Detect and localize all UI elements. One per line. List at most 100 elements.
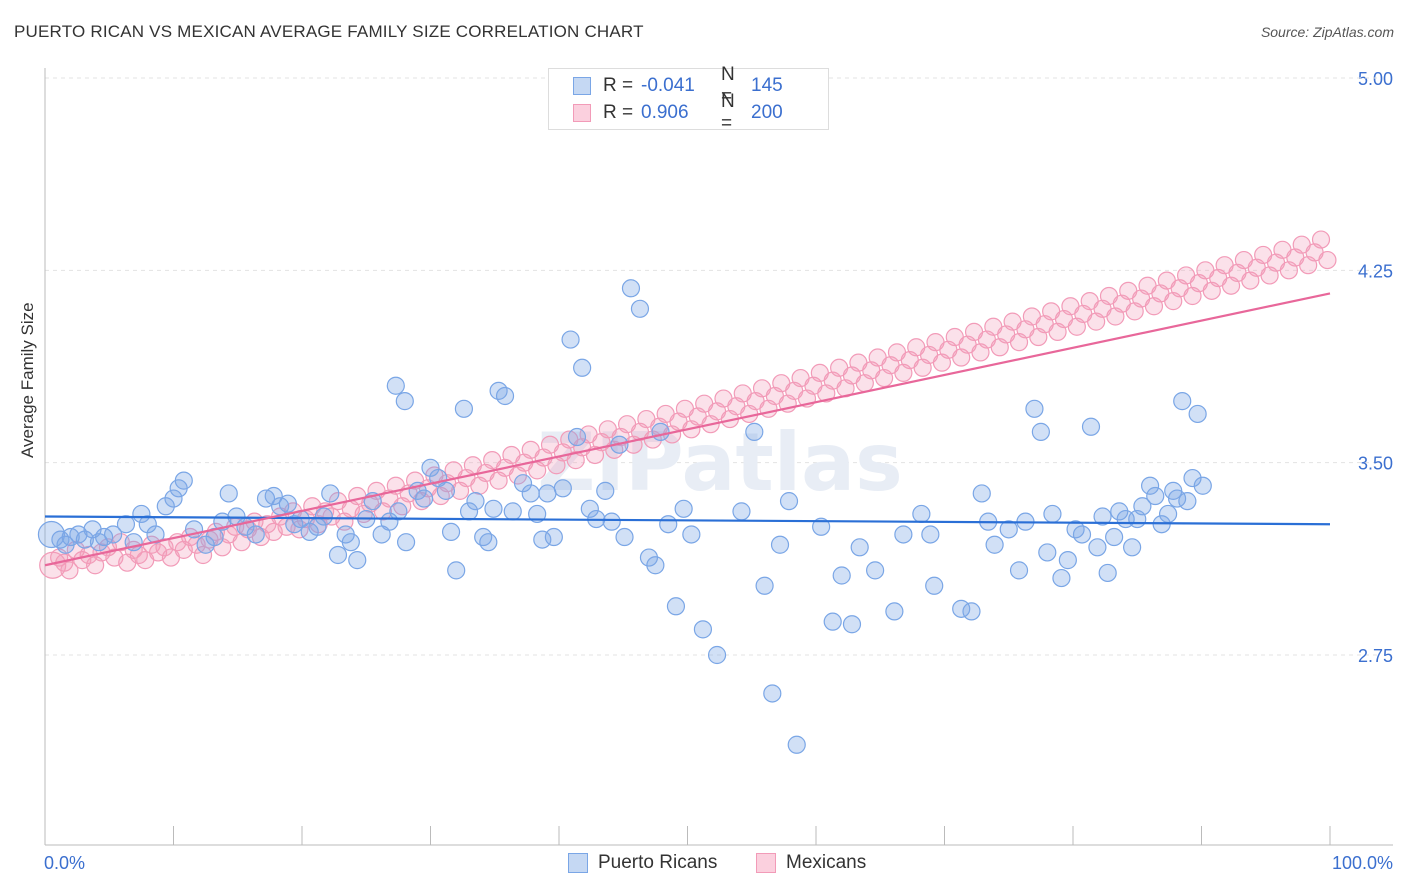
puerto-rican-point xyxy=(414,489,434,508)
puerto-rican-point xyxy=(544,527,563,547)
puerto-rican-point xyxy=(1025,399,1044,418)
legend-swatch-mexicans xyxy=(756,853,776,873)
puerto-rican-point xyxy=(1088,538,1107,557)
puerto-rican-point xyxy=(1058,551,1077,570)
legend-item-mexicans[interactable]: Mexicans xyxy=(756,852,866,874)
x-tick-label: 0.0% xyxy=(44,853,85,873)
puerto-rican-point xyxy=(479,533,498,552)
puerto-rican-point xyxy=(421,458,440,477)
puerto-rican-point xyxy=(732,502,751,521)
r-label: R = xyxy=(603,75,634,96)
puerto-rican-point xyxy=(104,525,123,544)
puerto-rican-point xyxy=(1072,525,1092,544)
puerto-rican-point xyxy=(1098,563,1117,583)
puerto-rican-point xyxy=(812,517,831,536)
puerto-rican-point xyxy=(474,527,493,547)
puerto-rican-point xyxy=(75,530,94,549)
puerto-rican-point xyxy=(832,566,851,585)
puerto-rican-point xyxy=(328,545,348,565)
puerto-rican-point xyxy=(842,615,862,634)
stats-row-mexicans: R = 0.906 N = 200 xyxy=(573,91,783,134)
puerto-rican-point xyxy=(763,684,782,703)
puerto-rican-point xyxy=(651,422,670,441)
puerto-rican-point xyxy=(484,499,503,518)
puerto-rican-point xyxy=(380,512,399,531)
puerto-rican-point xyxy=(553,479,572,498)
puerto-rican-point xyxy=(615,527,634,547)
puerto-rican-point xyxy=(972,484,991,503)
legend-swatch-puerto-ricans xyxy=(568,853,588,873)
puerto-rican-point xyxy=(682,525,701,544)
puerto-rican-point xyxy=(314,507,333,526)
puerto-rican-point xyxy=(602,512,621,531)
puerto-rican-point xyxy=(755,576,774,595)
series-legend: Puerto Ricans Mexicans xyxy=(0,852,1406,878)
puerto-rican-point xyxy=(674,499,693,518)
puerto-rican-point xyxy=(89,533,109,552)
puerto-rican-point xyxy=(348,551,367,570)
puerto-rican-point xyxy=(866,561,885,580)
puerto-rican-point xyxy=(567,427,587,447)
puerto-rican-point xyxy=(441,522,461,542)
puerto-rican-point xyxy=(538,484,557,503)
puerto-rican-point xyxy=(985,535,1004,554)
y-tick-label: 5.00 xyxy=(1358,69,1393,89)
legend-label: Mexicans xyxy=(786,852,867,873)
puerto-rican-point xyxy=(1158,504,1178,524)
legend-item-puerto-ricans[interactable]: Puerto Ricans xyxy=(568,852,717,874)
puerto-rican-point xyxy=(389,502,408,521)
puerto-rican-point xyxy=(341,533,360,552)
n-value: 145 xyxy=(751,75,783,96)
puerto-rican-point xyxy=(436,481,456,500)
puerto-rican-point xyxy=(912,504,931,524)
puerto-rican-point xyxy=(116,515,136,534)
puerto-rican-point xyxy=(823,612,842,631)
n-label: N = xyxy=(721,64,735,107)
puerto-rican-point xyxy=(850,538,869,557)
stats-row-puerto-ricans: R = -0.041 N = 145 xyxy=(573,64,783,107)
puerto-rican-point xyxy=(1043,504,1062,524)
puerto-rican-point xyxy=(1133,497,1152,516)
puerto-rican-point xyxy=(1123,538,1142,557)
puerto-rican-point xyxy=(1173,392,1192,411)
y-axis-label: Average Family Size xyxy=(18,302,37,458)
puerto-rican-point xyxy=(321,484,340,503)
puerto-rican-point xyxy=(503,502,522,521)
puerto-rican-point xyxy=(921,525,940,544)
puerto-rican-point xyxy=(1038,543,1057,562)
puerto-rican-point xyxy=(466,492,485,511)
puerto-rican-point xyxy=(646,556,665,575)
puerto-rican-point xyxy=(745,422,764,441)
mexican-point xyxy=(1311,230,1331,249)
puerto-rican-point xyxy=(528,504,547,524)
puerto-rican-point xyxy=(1188,404,1207,424)
y-tick-label: 3.50 xyxy=(1358,454,1393,474)
stats-legend: R = -0.041 N = 145 R = 0.906 N = 200 xyxy=(548,64,829,134)
puerto-rican-point xyxy=(1009,561,1029,580)
puerto-rican-point xyxy=(386,376,405,395)
puerto-rican-point xyxy=(1105,527,1124,547)
legend-label: Puerto Ricans xyxy=(598,852,718,873)
puerto-rican-point xyxy=(580,499,599,518)
puerto-rican-point xyxy=(1052,568,1071,588)
puerto-rican-point xyxy=(659,515,678,534)
puerto-rican-point xyxy=(894,525,913,544)
puerto-rican-point xyxy=(573,358,592,377)
puerto-rican-point xyxy=(630,299,650,318)
puerto-rican-point xyxy=(395,392,414,411)
puerto-rican-point xyxy=(1146,486,1165,506)
n-label: N = xyxy=(721,91,735,134)
puerto-rican-point xyxy=(264,486,283,506)
puerto-rican-point xyxy=(693,620,713,639)
puerto-rican-point xyxy=(246,525,265,544)
puerto-rican-point xyxy=(962,602,981,621)
legend-swatch-mexicans xyxy=(573,104,591,122)
puerto-rican-point xyxy=(533,530,552,549)
puerto-rican-point xyxy=(707,645,727,665)
puerto-rican-point xyxy=(447,561,466,580)
r-value: -0.041 xyxy=(641,75,695,96)
puerto-rican-point xyxy=(621,279,641,298)
puerto-rican-point xyxy=(770,535,790,554)
puerto-rican-point xyxy=(156,497,175,516)
